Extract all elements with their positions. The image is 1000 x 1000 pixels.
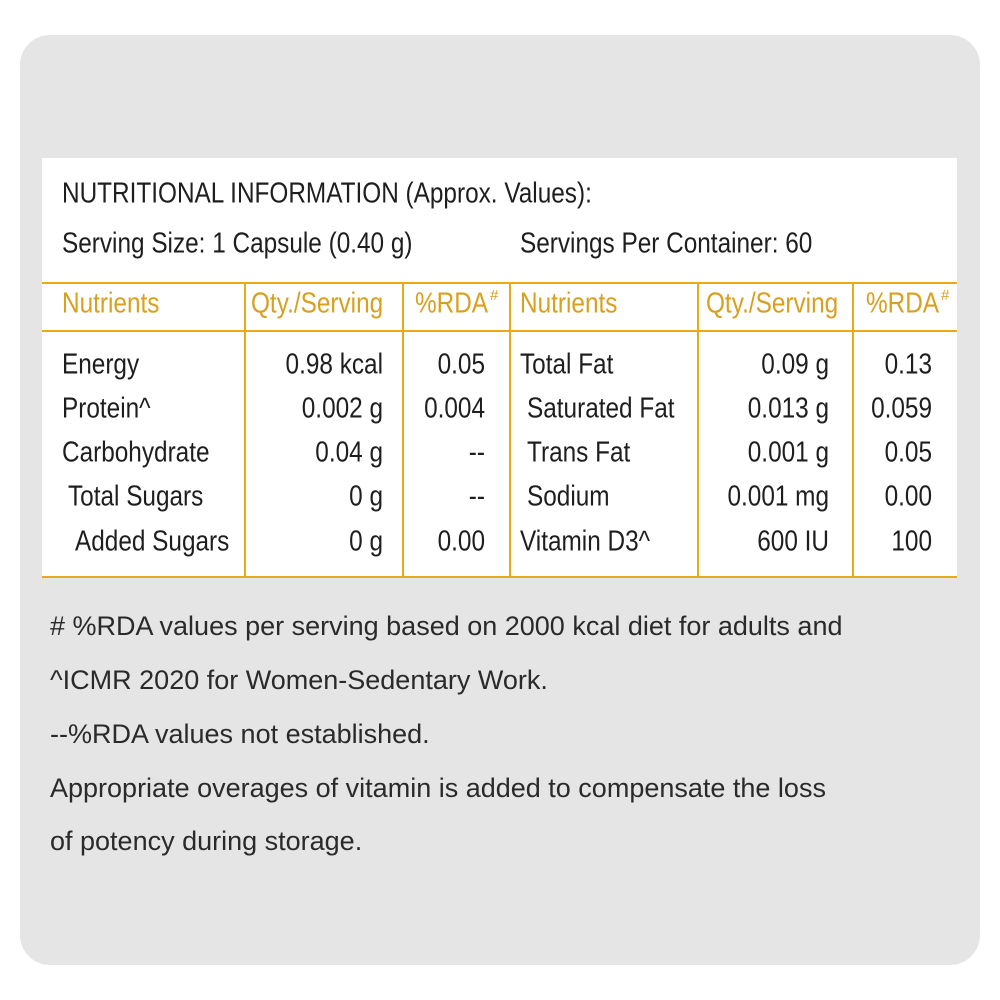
quantity: 0.002 g [302,392,383,424]
nutrient-name: Total Sugars [68,480,203,512]
column-header: Qty./Serving [706,287,838,319]
quantity: 0.04 g [315,436,383,468]
footnote: --%RDA values not established. [50,719,430,749]
rda: -- [469,436,485,468]
rda: 0.004 [424,392,485,424]
rda: 0.05 [438,348,485,380]
table-panel [42,158,957,578]
quantity: 0.09 g [761,348,829,380]
quantity: 0.001 mg [727,480,829,512]
rda: 0.05 [885,436,932,468]
title: NUTRITIONAL INFORMATION (Approx. Values)… [62,177,592,209]
nutrient-name: Saturated Fat [527,392,675,424]
rda: 100 [891,525,932,557]
column-header: Qty./Serving [251,287,383,319]
column-header-sup: # [941,287,950,304]
nutrient-name: Sodium [527,480,610,512]
servings-per-container: Servings Per Container: 60 [520,227,812,259]
column-header: Nutrients [62,287,159,319]
quantity: 600 IU [757,525,829,557]
serving-size: Serving Size: 1 Capsule (0.40 g) [62,227,413,259]
nutrient-name: Vitamin D3^ [520,525,650,557]
footnote: ^ICMR 2020 for Women-Sedentary Work. [50,665,548,695]
footnote: # %RDA values per serving based on 2000 … [50,611,842,641]
footnote: of potency during storage. [50,826,362,856]
column-header: Nutrients [520,287,617,319]
nutrient-name: Carbohydrate [62,436,210,468]
nutrient-name: Trans Fat [527,436,631,468]
nutrient-name: Total Fat [520,348,614,380]
nutrient-name: Protein^ [62,392,151,424]
rda: 0.00 [885,480,932,512]
footnote: Appropriate overages of vitamin is added… [50,773,826,803]
quantity: 0.98 kcal [286,348,383,380]
quantity: 0.001 g [748,436,829,468]
column-header-sup: # [490,287,499,304]
quantity: 0 g [349,525,383,557]
rda: 0.00 [438,525,485,557]
nutrient-name: Added Sugars [75,525,229,557]
rda: -- [469,480,485,512]
rda: 0.13 [885,348,932,380]
quantity: 0.013 g [748,392,829,424]
column-header: %RDA [415,287,488,319]
quantity: 0 g [349,480,383,512]
nutrient-name: Energy [62,348,140,380]
rda: 0.059 [871,392,932,424]
column-header: %RDA [866,287,939,319]
